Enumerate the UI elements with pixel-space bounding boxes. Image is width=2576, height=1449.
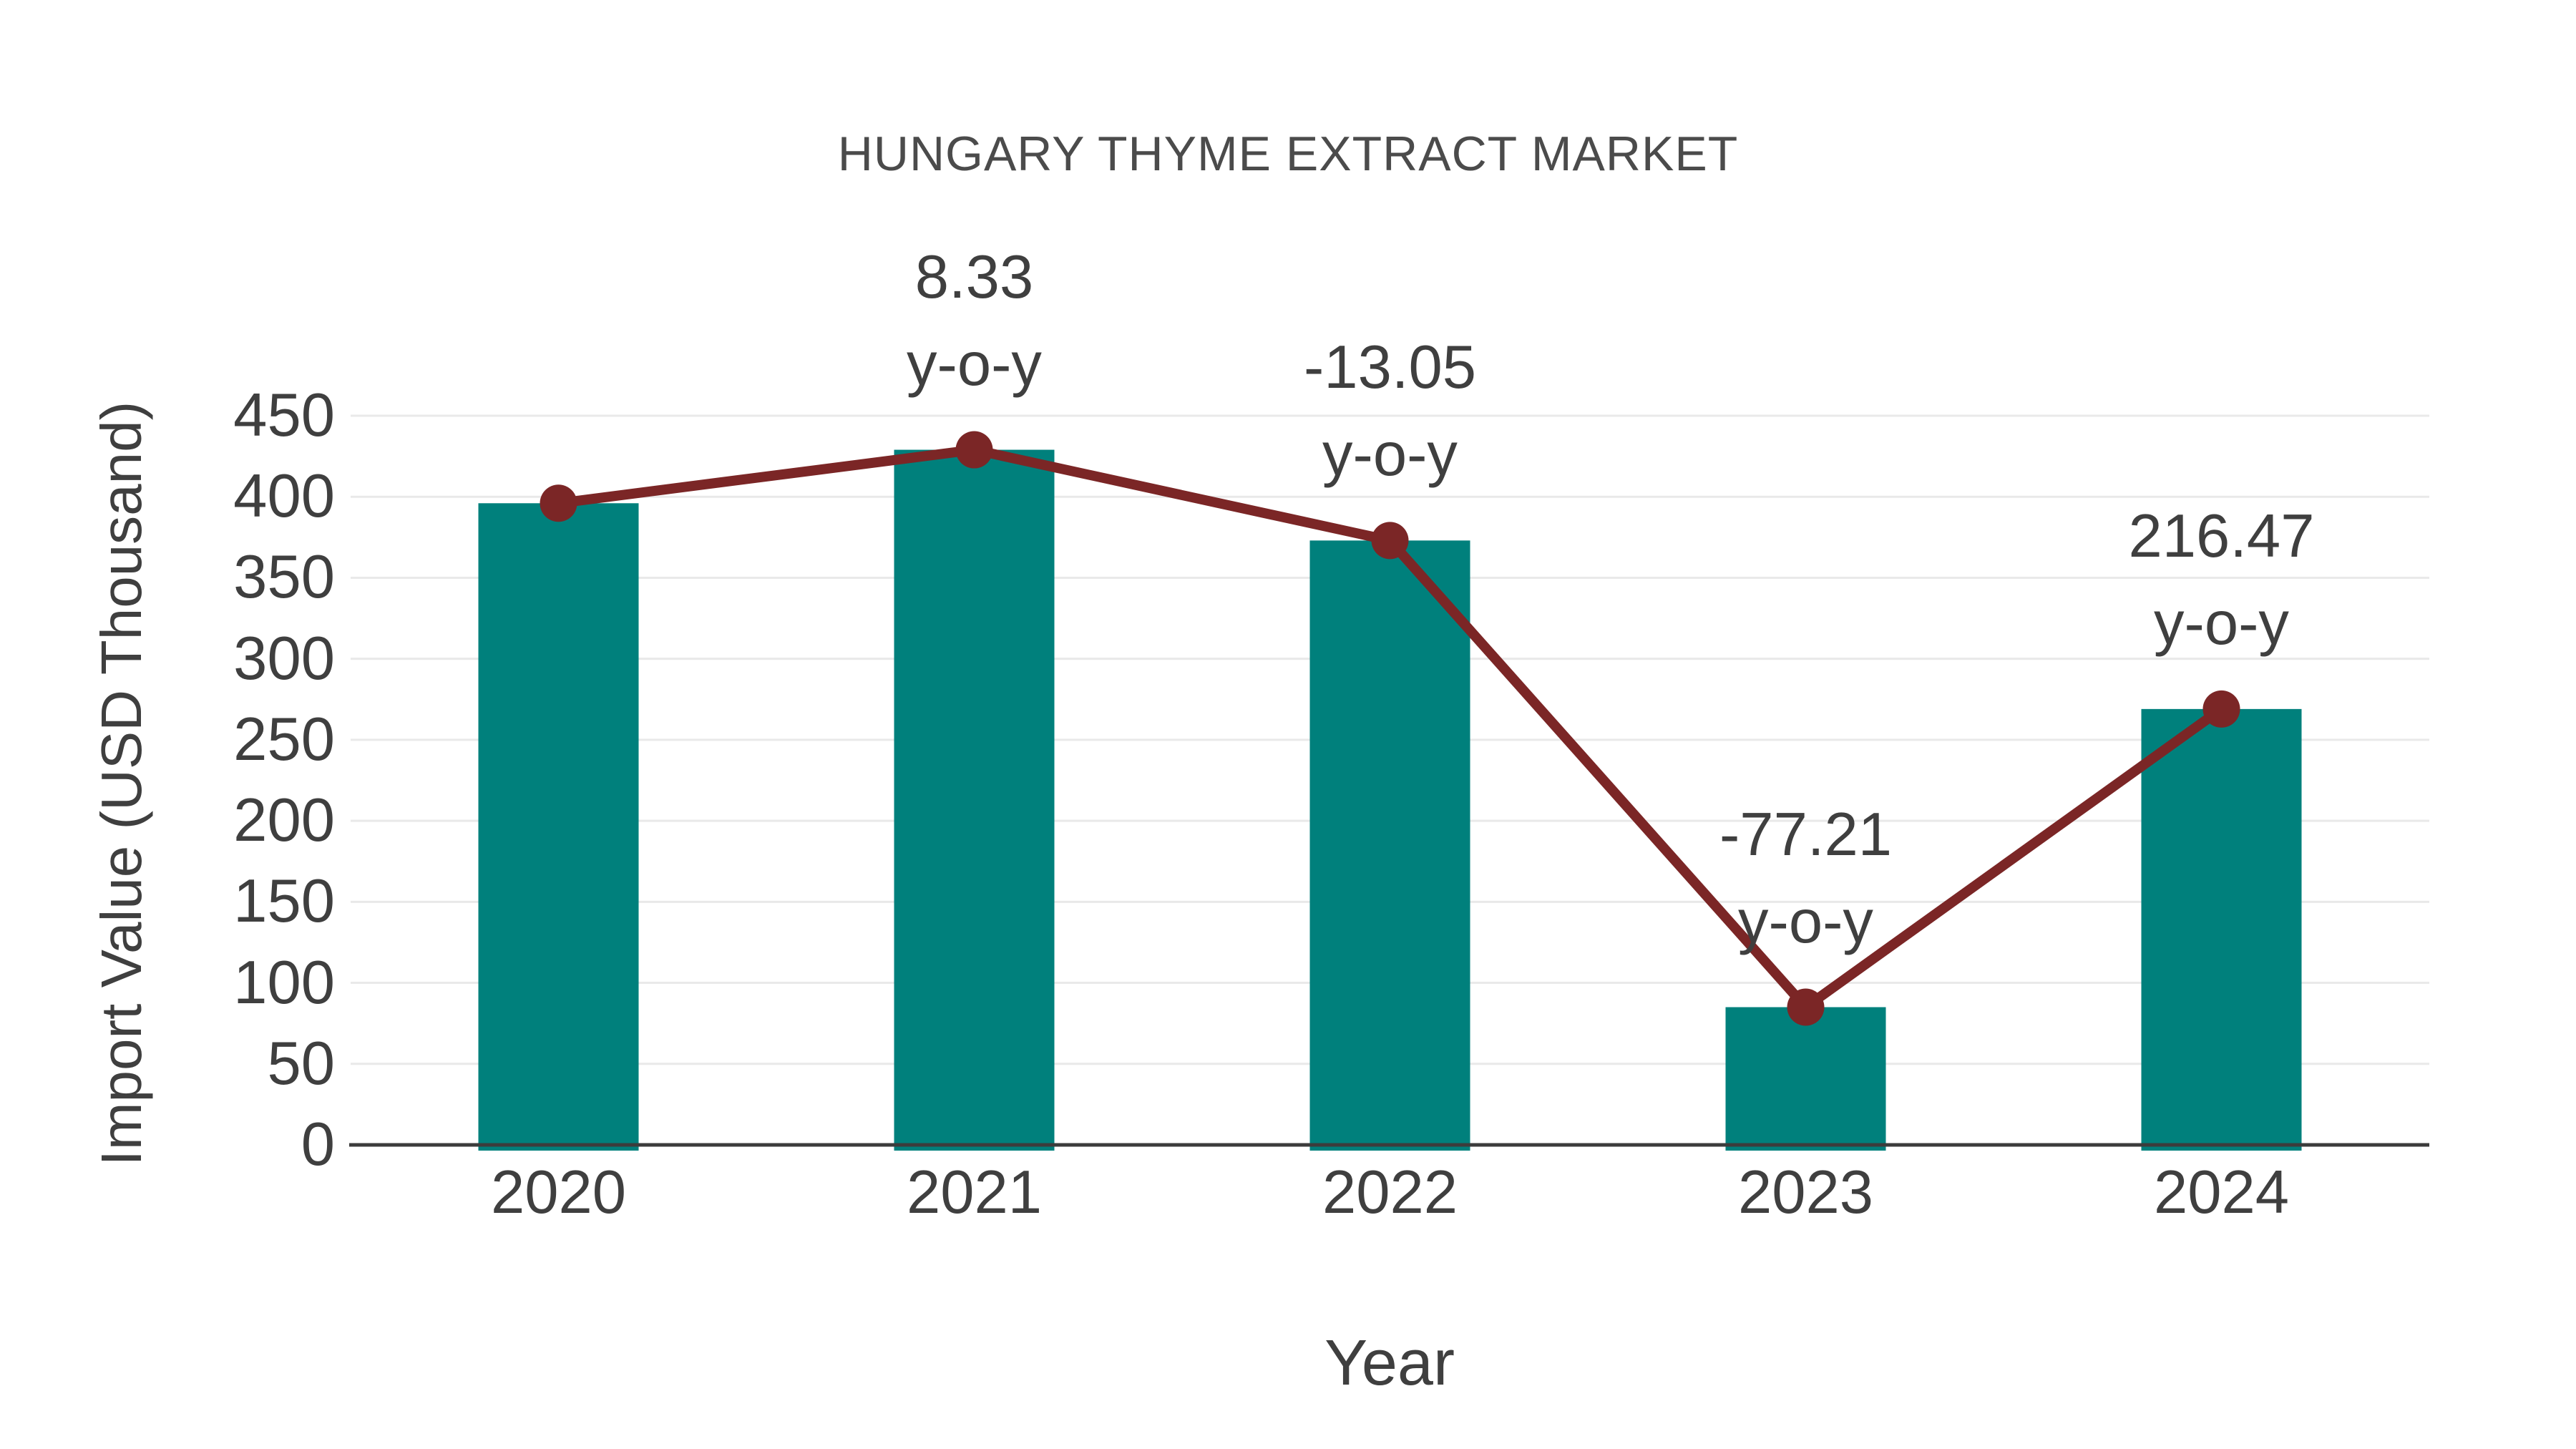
marker-2023 xyxy=(1787,988,1825,1026)
annotation-value: 8.33 xyxy=(914,243,1034,311)
line-series xyxy=(540,431,2240,1026)
annotation-unit: y-o-y xyxy=(1322,421,1458,489)
bar-2023 xyxy=(1725,1007,1886,1151)
ytick-300: 300 xyxy=(233,624,335,693)
chart-title: HUNGARY THYME EXTRACT MARKET xyxy=(837,127,1739,181)
xtick-2020: 2020 xyxy=(490,1158,627,1226)
annotation-unit: y-o-y xyxy=(1738,887,1873,956)
annotation-value: 216.47 xyxy=(2128,502,2315,570)
annotation-value: -13.05 xyxy=(1303,333,1476,402)
annotation-2023: -77.21 y-o-y xyxy=(1577,791,2035,966)
annotation-2022: -13.05 y-o-y xyxy=(1161,324,1619,499)
annotation-2024: 216.47 y-o-y xyxy=(1993,493,2451,668)
marker-2022 xyxy=(1371,522,1409,560)
bar-series xyxy=(478,449,2302,1151)
y-axis-title: Import Value (USD Thousand) xyxy=(89,401,153,1166)
marker-2024 xyxy=(2202,690,2240,728)
ytick-100: 100 xyxy=(233,948,335,1017)
ytick-450: 450 xyxy=(233,381,335,449)
ytick-50: 50 xyxy=(267,1029,335,1098)
annotation-unit: y-o-y xyxy=(907,330,1042,399)
xtick-2023: 2023 xyxy=(1737,1158,1874,1226)
marker-2020 xyxy=(540,484,577,522)
annotation-value: -77.21 xyxy=(1719,800,1892,869)
ytick-400: 400 xyxy=(233,462,335,531)
annotation-2021: 8.33 y-o-y xyxy=(746,234,1204,409)
ytick-200: 200 xyxy=(233,786,335,855)
x-axis-title: Year xyxy=(1324,1327,1455,1399)
ytick-0: 0 xyxy=(301,1111,335,1179)
xtick-2021: 2021 xyxy=(906,1158,1043,1226)
bar-2021 xyxy=(894,449,1055,1151)
ytick-150: 150 xyxy=(233,867,335,936)
ytick-250: 250 xyxy=(233,705,335,774)
marker-2021 xyxy=(955,431,993,469)
annotation-unit: y-o-y xyxy=(2154,589,2289,658)
bar-2024 xyxy=(2141,708,2302,1151)
bar-2020 xyxy=(478,503,639,1151)
bar-2022 xyxy=(1309,540,1470,1151)
xtick-2022: 2022 xyxy=(1322,1158,1458,1226)
xtick-2024: 2024 xyxy=(2153,1158,2290,1226)
ytick-350: 350 xyxy=(233,543,335,612)
